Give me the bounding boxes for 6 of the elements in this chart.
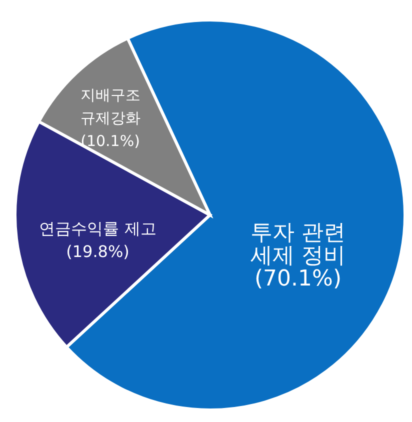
slice-label: 투자 관련 세제 정비 <box>250 220 346 268</box>
slice-label: 지배구조 규제강화 <box>80 86 140 128</box>
data-label: (19.8%) <box>66 242 130 261</box>
data-label: (10.1%) <box>80 132 140 150</box>
data-label: (70.1%) <box>254 266 342 292</box>
slice-label: 연금수익률 제고 <box>39 218 156 238</box>
